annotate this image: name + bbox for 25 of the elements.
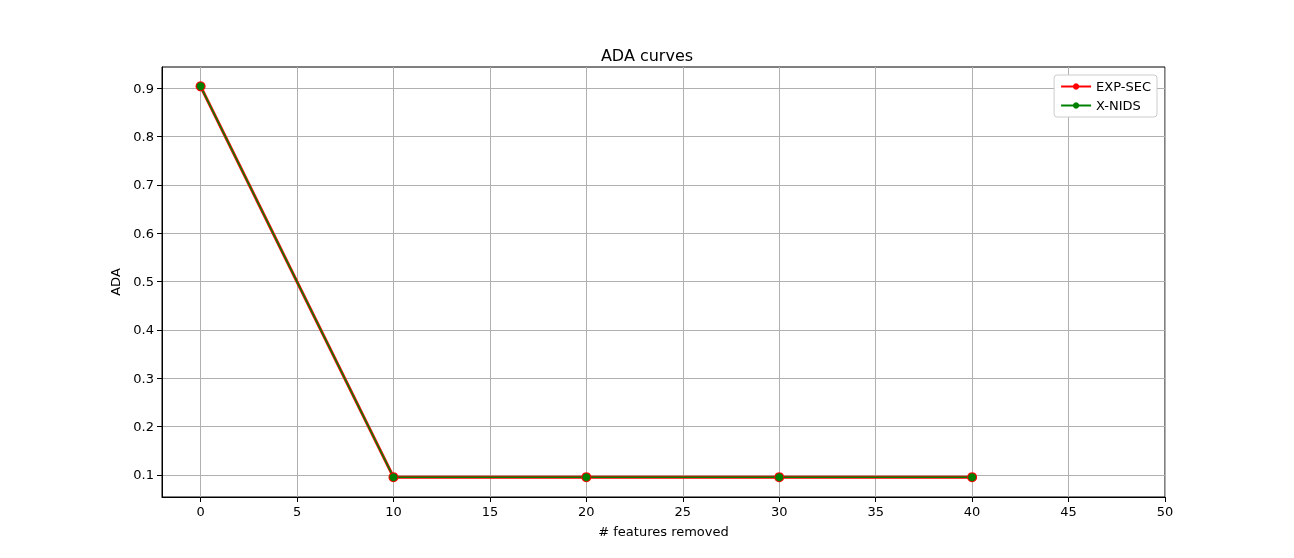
- x-tick-label: 40: [963, 504, 981, 519]
- y-tick-label: 0.4: [133, 322, 154, 338]
- x-tick-label: 35: [867, 504, 884, 519]
- x-tick-label: 50: [1156, 504, 1174, 519]
- x-tick-label: 45: [1060, 504, 1077, 519]
- y-tick-label: 0.7: [133, 177, 154, 193]
- x-tick-label: 30: [770, 504, 788, 519]
- chart-title: ADA curves: [600, 45, 694, 65]
- x-tick-label: 10: [385, 504, 402, 519]
- y-tick-label: 0.6: [133, 225, 154, 241]
- x-tick-label: 20: [578, 504, 595, 519]
- y-tick-label: 0.5: [133, 274, 154, 290]
- legend-label: X-NIDS: [1096, 98, 1141, 113]
- x-tick-label: 25: [674, 504, 692, 519]
- y-tick-label: 0.1: [133, 467, 154, 483]
- y-tick-label: 0.8: [133, 129, 154, 145]
- y-tick-label: 0.2: [133, 418, 154, 434]
- y-tick-label: 0.3: [133, 370, 154, 386]
- y-tick-label: 0.9: [133, 80, 154, 96]
- x-axis-title: # features removed: [598, 524, 729, 539]
- x-tick-label: 5: [292, 504, 302, 519]
- y-axis-title: ADA: [108, 268, 123, 296]
- x-tick-label: 0: [196, 504, 205, 519]
- legend-label: EXP-SEC: [1096, 79, 1152, 94]
- x-tick-label: 15: [481, 504, 499, 519]
